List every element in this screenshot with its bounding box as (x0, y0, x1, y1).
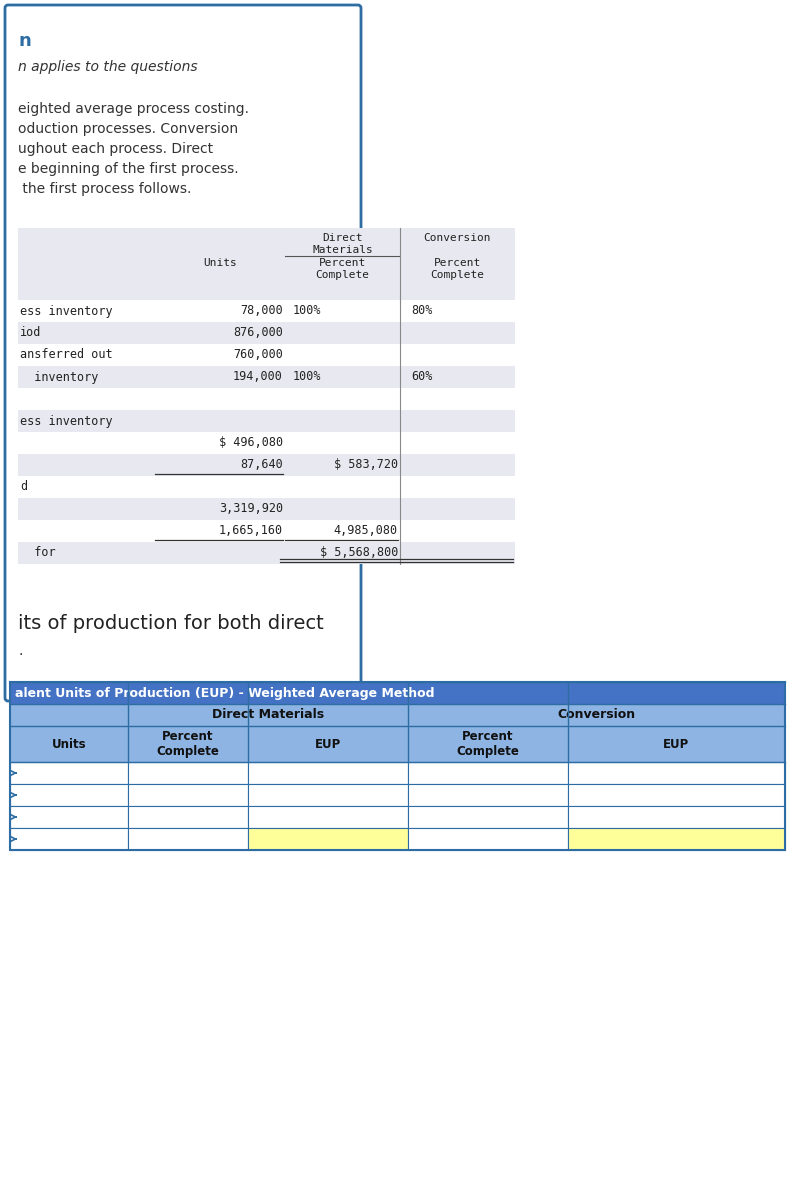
Bar (18, 388, 515, 410)
Text: 876,000: 876,000 (233, 326, 283, 340)
Bar (18, 366, 515, 388)
Text: Direct Materials: Direct Materials (212, 708, 324, 721)
Bar (10, 682, 785, 850)
Text: 3,319,920: 3,319,920 (219, 503, 283, 516)
FancyBboxPatch shape (5, 5, 361, 701)
Text: Direct
Materials: Direct Materials (312, 233, 373, 254)
Text: $ 583,720: $ 583,720 (334, 458, 398, 472)
Bar (10, 762, 128, 784)
Text: 78,000: 78,000 (240, 305, 283, 318)
Text: EUP: EUP (663, 738, 690, 750)
Bar (408, 784, 568, 806)
Bar (568, 784, 785, 806)
Text: ansferred out: ansferred out (20, 348, 113, 361)
Text: n applies to the questions: n applies to the questions (18, 60, 198, 74)
Text: d: d (20, 480, 27, 493)
Text: the first process follows.: the first process follows. (18, 182, 191, 196)
Bar (10, 704, 785, 726)
Bar (10, 806, 128, 828)
Bar (248, 806, 408, 828)
Bar (18, 520, 515, 542)
Text: iod: iod (20, 326, 42, 340)
Text: $ 496,080: $ 496,080 (219, 437, 283, 450)
Text: EUP: EUP (315, 738, 341, 750)
Text: ess inventory: ess inventory (20, 305, 113, 318)
Text: Units: Units (52, 738, 87, 750)
Bar (408, 762, 568, 784)
Text: Units: Units (203, 258, 237, 268)
Text: Percent
Complete: Percent Complete (156, 730, 219, 758)
Bar (18, 300, 515, 322)
Text: $ 5,568,800: $ 5,568,800 (320, 546, 398, 559)
Text: 760,000: 760,000 (233, 348, 283, 361)
Text: Percent
Complete: Percent Complete (316, 258, 369, 280)
Text: 87,640: 87,640 (240, 458, 283, 472)
Bar (18, 432, 515, 454)
Bar (128, 762, 248, 784)
Bar (10, 828, 128, 850)
Bar (18, 410, 515, 432)
Text: its of production for both direct: its of production for both direct (18, 614, 324, 634)
Bar (18, 542, 515, 564)
Bar (18, 476, 515, 498)
Text: 60%: 60% (411, 371, 433, 384)
Text: ess inventory: ess inventory (20, 414, 113, 427)
Text: inventory: inventory (20, 371, 99, 384)
Text: 194,000: 194,000 (233, 371, 283, 384)
Bar (10, 784, 128, 806)
Bar (248, 762, 408, 784)
Text: ughout each process. Direct: ughout each process. Direct (18, 142, 213, 156)
Text: for: for (20, 546, 55, 559)
Text: e beginning of the first process.: e beginning of the first process. (18, 162, 239, 176)
Bar (128, 828, 248, 850)
Bar (128, 784, 248, 806)
Bar (248, 784, 408, 806)
Bar (18, 322, 515, 344)
Text: n: n (18, 32, 30, 50)
Bar (128, 806, 248, 828)
Text: Percent
Complete: Percent Complete (457, 730, 519, 758)
Text: oduction processes. Conversion: oduction processes. Conversion (18, 122, 238, 136)
Bar (568, 828, 785, 850)
Bar (248, 828, 408, 850)
Text: 4,985,080: 4,985,080 (334, 524, 398, 538)
Bar (408, 806, 568, 828)
Bar (18, 454, 515, 476)
Bar (18, 344, 515, 366)
Text: Conversion: Conversion (424, 233, 491, 242)
Text: Conversion: Conversion (557, 708, 635, 721)
Text: 100%: 100% (292, 371, 321, 384)
Bar (408, 828, 568, 850)
Text: alent Units of Production (EUP) - Weighted Average Method: alent Units of Production (EUP) - Weight… (15, 686, 434, 700)
Text: 1,665,160: 1,665,160 (219, 524, 283, 538)
Bar (10, 682, 785, 704)
Text: Percent
Complete: Percent Complete (430, 258, 485, 280)
Bar (18, 498, 515, 520)
Text: eighted average process costing.: eighted average process costing. (18, 102, 249, 116)
Text: 100%: 100% (292, 305, 321, 318)
Text: .: . (18, 644, 22, 658)
Text: 80%: 80% (411, 305, 433, 318)
Bar (18, 228, 515, 300)
Bar (568, 762, 785, 784)
Bar (568, 806, 785, 828)
Bar (10, 726, 785, 762)
